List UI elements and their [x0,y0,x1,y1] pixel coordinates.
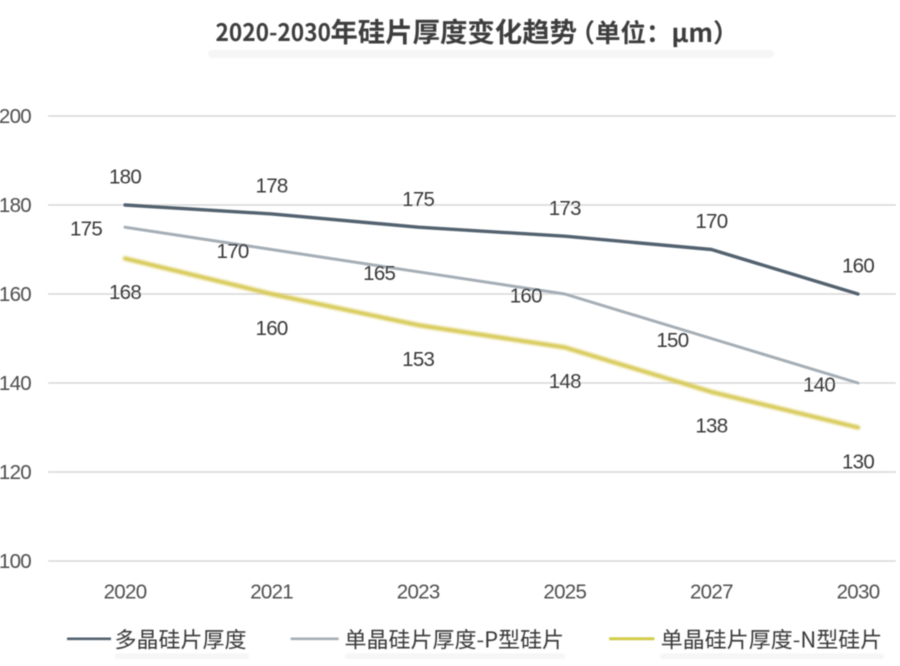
svg-text:170: 170 [695,210,727,233]
svg-text:180: 180 [109,166,141,189]
svg-text:2023: 2023 [397,581,440,604]
svg-text:140: 140 [803,373,835,396]
svg-text:168: 168 [109,281,141,304]
svg-text:130: 130 [842,450,874,473]
svg-text:138: 138 [695,415,727,438]
svg-text:175: 175 [70,218,102,241]
svg-text:160: 160 [0,283,31,306]
svg-text:160: 160 [842,255,874,278]
svg-text:180: 180 [0,194,31,217]
svg-text:2027: 2027 [690,581,733,604]
svg-text:100: 100 [0,550,31,573]
svg-text:120: 120 [0,461,31,484]
svg-text:148: 148 [549,370,581,393]
svg-text:200: 200 [0,105,31,128]
svg-text:2030: 2030 [837,581,880,604]
svg-text:2021: 2021 [250,581,293,604]
svg-text:173: 173 [549,197,581,220]
svg-text:2025: 2025 [543,581,586,604]
svg-text:178: 178 [256,175,288,198]
svg-text:2020: 2020 [104,581,147,604]
svg-text:160: 160 [256,317,288,340]
svg-text:153: 153 [402,348,434,371]
svg-text:140: 140 [0,372,31,395]
svg-text:160: 160 [510,284,542,307]
svg-text:175: 175 [402,188,434,211]
svg-text:150: 150 [656,329,688,352]
svg-text:170: 170 [217,240,249,263]
svg-text:165: 165 [363,262,395,285]
